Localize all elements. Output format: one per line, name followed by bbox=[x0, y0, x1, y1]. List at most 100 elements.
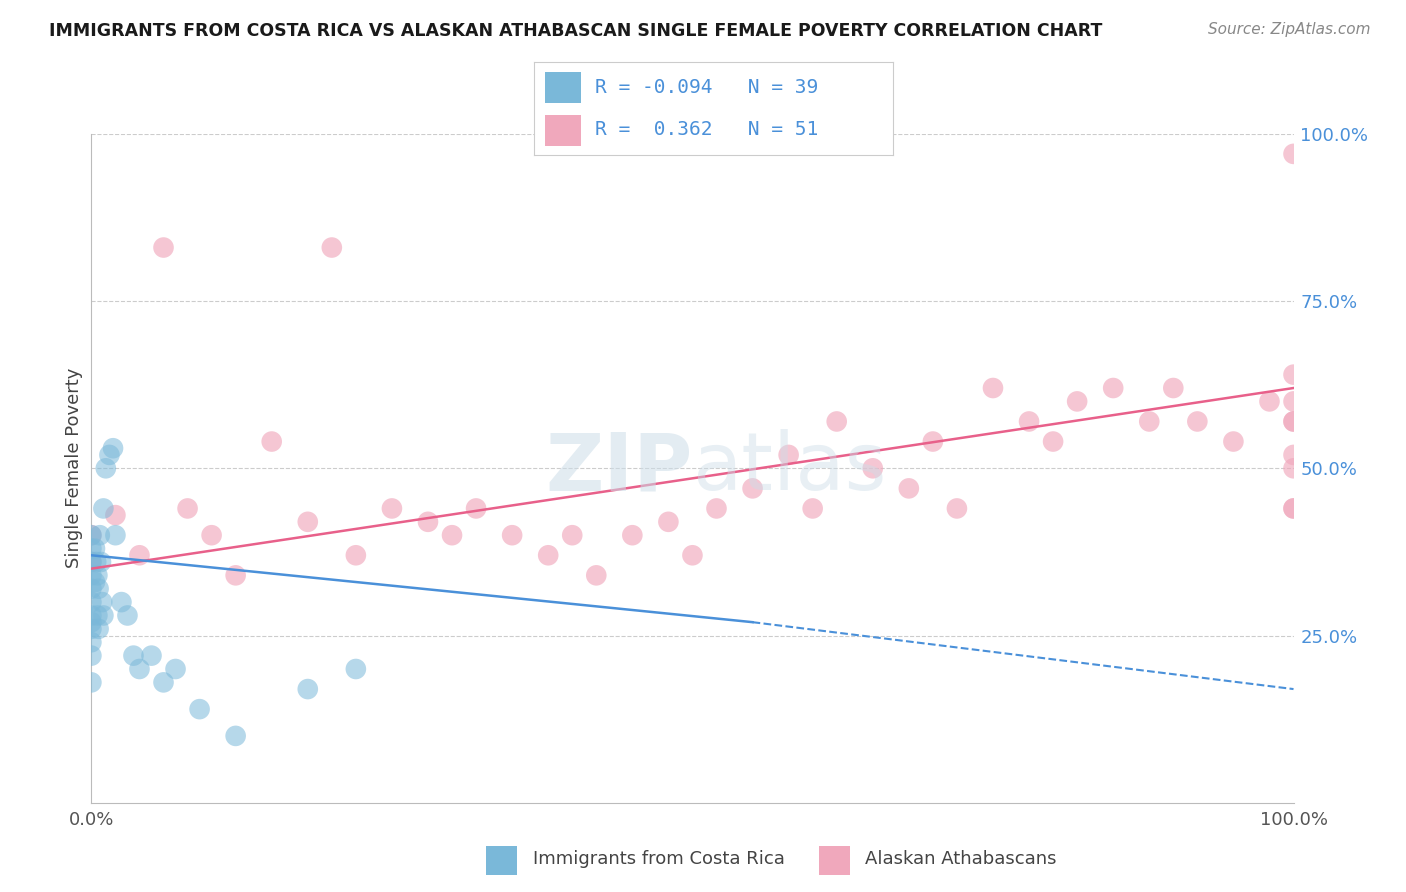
Point bbox=[80, 622, 103, 636]
Point bbox=[1102, 381, 1125, 395]
Point bbox=[128, 662, 150, 676]
Point bbox=[465, 501, 488, 516]
Point bbox=[862, 461, 884, 475]
Text: ZIP: ZIP bbox=[546, 429, 692, 508]
Text: R =  0.362   N = 51: R = 0.362 N = 51 bbox=[595, 120, 818, 139]
Point bbox=[80, 595, 103, 609]
Point bbox=[93, 608, 115, 623]
Point bbox=[297, 515, 319, 529]
Text: Immigrants from Costa Rica: Immigrants from Costa Rica bbox=[533, 849, 785, 868]
Point bbox=[657, 515, 679, 529]
FancyBboxPatch shape bbox=[546, 72, 581, 103]
Point bbox=[1282, 394, 1305, 409]
Point bbox=[91, 595, 114, 609]
Point bbox=[416, 515, 439, 529]
Point bbox=[87, 582, 110, 596]
Point bbox=[344, 662, 367, 676]
Point bbox=[225, 568, 247, 582]
Text: R = -0.094   N = 39: R = -0.094 N = 39 bbox=[595, 78, 818, 97]
Point bbox=[621, 528, 644, 542]
Point bbox=[90, 555, 112, 569]
Point bbox=[87, 622, 110, 636]
Point bbox=[1137, 415, 1160, 429]
Point bbox=[225, 729, 247, 743]
Point bbox=[98, 448, 121, 462]
Point bbox=[778, 448, 800, 462]
Point bbox=[946, 501, 969, 516]
Point bbox=[80, 528, 103, 542]
Point bbox=[537, 548, 560, 563]
Point bbox=[1282, 368, 1305, 382]
Point bbox=[89, 528, 111, 542]
Point bbox=[1282, 147, 1305, 161]
Point bbox=[80, 568, 103, 582]
Point bbox=[344, 548, 367, 563]
FancyBboxPatch shape bbox=[546, 115, 581, 146]
Point bbox=[86, 568, 108, 582]
Point bbox=[321, 241, 343, 255]
Point bbox=[1282, 415, 1305, 429]
Point bbox=[80, 541, 103, 556]
Point bbox=[1018, 415, 1040, 429]
Point bbox=[141, 648, 163, 663]
Point bbox=[1282, 415, 1305, 429]
Point bbox=[84, 541, 107, 556]
Point bbox=[1042, 434, 1064, 449]
Point bbox=[104, 508, 127, 523]
Point bbox=[1222, 434, 1244, 449]
Point bbox=[501, 528, 523, 542]
FancyBboxPatch shape bbox=[486, 846, 517, 875]
Point bbox=[1258, 394, 1281, 409]
Point bbox=[585, 568, 607, 582]
Point bbox=[94, 461, 117, 475]
Point bbox=[1282, 501, 1305, 516]
Point bbox=[981, 381, 1004, 395]
Point bbox=[128, 548, 150, 563]
Point bbox=[897, 482, 920, 496]
Point bbox=[706, 501, 728, 516]
Point bbox=[86, 608, 108, 623]
Point bbox=[681, 548, 703, 563]
Point bbox=[93, 501, 115, 516]
Point bbox=[84, 555, 107, 569]
Point bbox=[801, 501, 824, 516]
Point bbox=[260, 434, 283, 449]
Text: atlas: atlas bbox=[692, 429, 887, 508]
Text: IMMIGRANTS FROM COSTA RICA VS ALASKAN ATHABASCAN SINGLE FEMALE POVERTY CORRELATI: IMMIGRANTS FROM COSTA RICA VS ALASKAN AT… bbox=[49, 22, 1102, 40]
Point bbox=[101, 442, 124, 456]
FancyBboxPatch shape bbox=[820, 846, 851, 875]
Point bbox=[561, 528, 583, 542]
Point bbox=[80, 675, 103, 690]
Point bbox=[201, 528, 224, 542]
Point bbox=[110, 595, 132, 609]
Point bbox=[117, 608, 139, 623]
Point bbox=[122, 648, 145, 663]
Point bbox=[1282, 461, 1305, 475]
Point bbox=[825, 415, 848, 429]
Y-axis label: Single Female Poverty: Single Female Poverty bbox=[65, 368, 83, 568]
Point bbox=[1282, 501, 1305, 516]
Point bbox=[381, 501, 404, 516]
Point bbox=[80, 635, 103, 649]
Point bbox=[80, 555, 103, 569]
Point bbox=[741, 482, 763, 496]
Point bbox=[152, 241, 174, 255]
Point bbox=[297, 681, 319, 696]
Text: Alaskan Athabascans: Alaskan Athabascans bbox=[866, 849, 1057, 868]
Point bbox=[176, 501, 198, 516]
Point bbox=[80, 648, 103, 663]
Point bbox=[165, 662, 187, 676]
Point bbox=[1187, 415, 1209, 429]
Point bbox=[80, 528, 103, 542]
Point bbox=[1161, 381, 1184, 395]
Point bbox=[188, 702, 211, 716]
Point bbox=[922, 434, 945, 449]
Point bbox=[80, 615, 103, 630]
Point bbox=[80, 555, 103, 569]
Point bbox=[1066, 394, 1088, 409]
Point bbox=[84, 575, 107, 590]
Point bbox=[440, 528, 463, 542]
Point bbox=[80, 582, 103, 596]
Point bbox=[1282, 448, 1305, 462]
Point bbox=[80, 608, 103, 623]
